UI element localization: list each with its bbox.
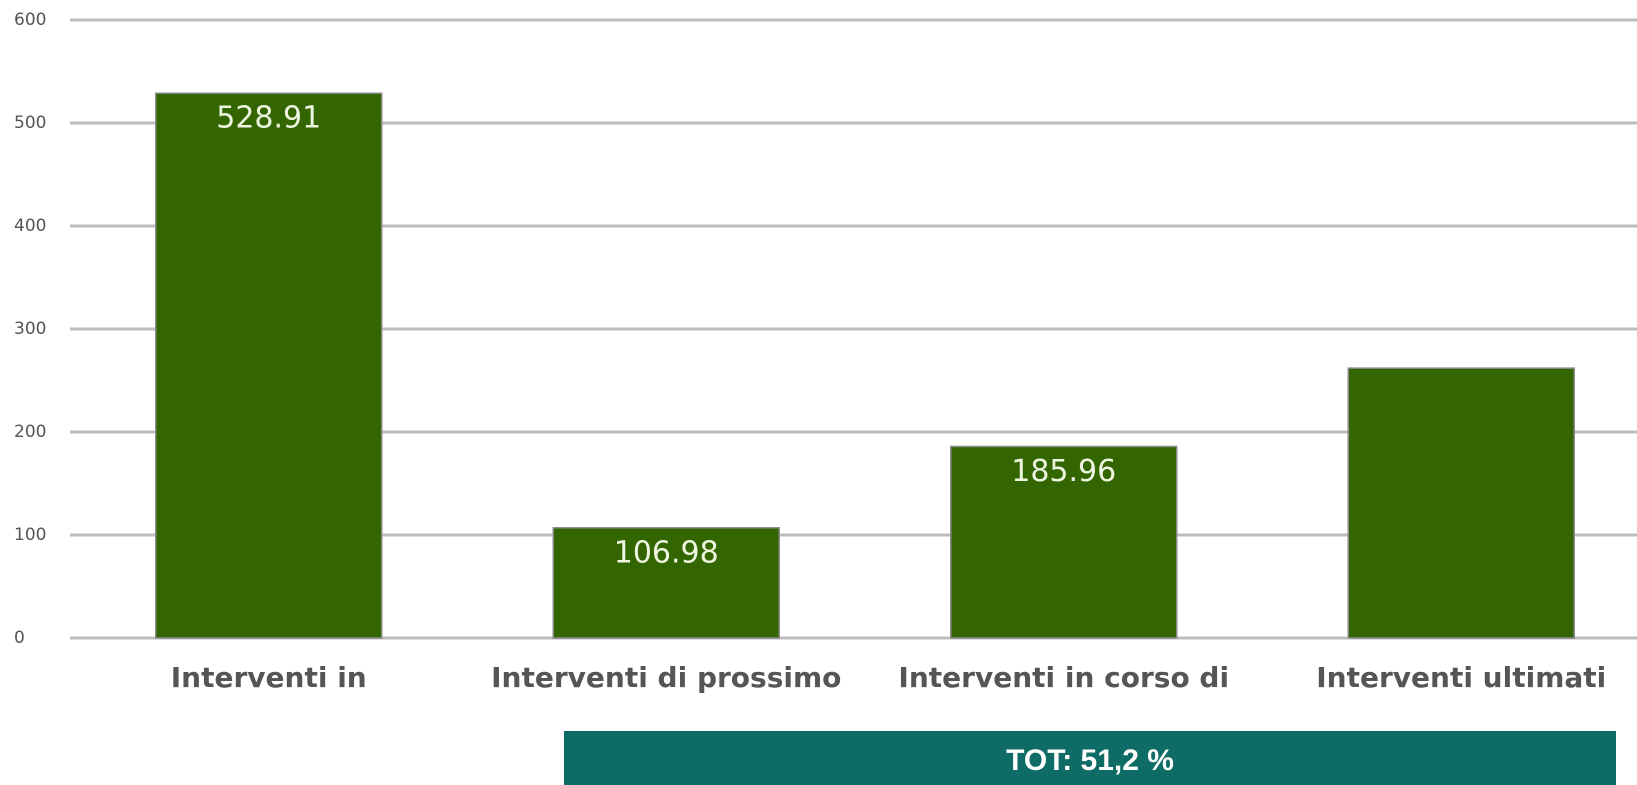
annotation: TOT: 51,2 %: [1006, 744, 1174, 777]
bar: [552, 527, 780, 639]
data-label: 185.96: [1011, 454, 1116, 489]
x-tick-label: Interventi di prossimo: [491, 661, 841, 694]
y-tick-label: 200: [14, 422, 46, 442]
data-label: 528.91: [216, 101, 321, 136]
y-tick-label: 100: [14, 525, 46, 545]
y-tick-label: 0: [14, 628, 25, 648]
bar: [950, 445, 1178, 639]
y-tick-label: 300: [14, 319, 46, 339]
y-tick-label: 600: [14, 10, 46, 30]
bar: [1347, 367, 1575, 639]
y-tick-label: 500: [14, 113, 46, 133]
annotation-box: [564, 731, 1616, 785]
x-tick-label: Interventi in corso di: [898, 661, 1229, 694]
bar: [155, 92, 383, 639]
x-tick-label: Interventi ultimati: [1316, 661, 1606, 694]
y-tick-label: 400: [14, 216, 46, 236]
data-label: 106.98: [614, 535, 719, 570]
x-tick-label: Interventi in: [171, 661, 367, 694]
